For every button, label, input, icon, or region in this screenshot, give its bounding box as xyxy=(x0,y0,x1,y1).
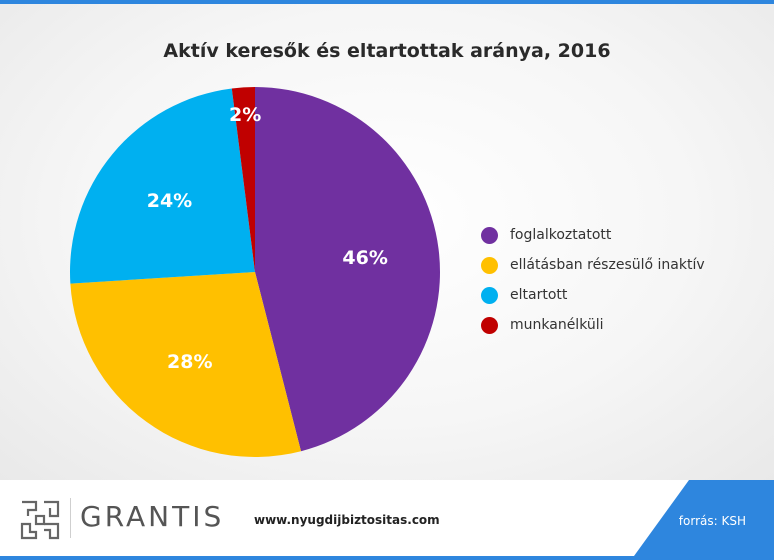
pie-label-0: 46% xyxy=(342,247,387,269)
brand-name: GRANTIS xyxy=(80,500,225,533)
chart-legend: foglalkoztatott ellátásban részesülő inak… xyxy=(481,220,705,340)
legend-item-2: eltartott xyxy=(481,280,705,310)
pie-chart: 46% 28% 24% 2% xyxy=(70,87,441,458)
legend-item-1: ellátásban részesülő inaktív xyxy=(481,250,705,280)
legend-label-0: foglalkoztatott xyxy=(510,227,612,243)
top-accent-bar xyxy=(0,0,774,4)
footer-accent-bar xyxy=(0,556,774,560)
legend-swatch-3 xyxy=(481,316,498,334)
source-panel xyxy=(634,480,774,556)
source-label: forrás: KSH xyxy=(678,514,746,528)
grantis-logo-icon xyxy=(20,500,60,540)
legend-swatch-1 xyxy=(481,256,498,274)
legend-label-3: munkanélküli xyxy=(510,317,604,333)
pie-slice-2 xyxy=(70,88,255,284)
pie-label-2: 24% xyxy=(147,190,192,212)
logo-divider xyxy=(70,498,71,538)
pie-label-3: 2% xyxy=(229,104,261,126)
pie-slice-3 xyxy=(231,87,255,272)
footer: GRANTIS www.nyugdijbiztositas.com forrás… xyxy=(0,480,774,560)
legend-item-3: munkanélküli xyxy=(481,310,705,340)
legend-item-0: foglalkoztatott xyxy=(481,220,705,250)
legend-swatch-0 xyxy=(481,226,498,244)
legend-label-2: eltartott xyxy=(510,287,568,303)
chart-area: Aktív keresők és eltartottak aránya, 201… xyxy=(0,4,774,480)
pie-slice-1 xyxy=(70,272,302,458)
pie-label-1: 28% xyxy=(167,351,212,373)
chart-title: Aktív keresők és eltartottak aránya, 201… xyxy=(163,40,611,62)
legend-label-1: ellátásban részesülő inaktív xyxy=(510,257,705,273)
pie-slice-0 xyxy=(255,87,441,452)
website-link[interactable]: www.nyugdijbiztositas.com xyxy=(254,513,440,527)
legend-swatch-2 xyxy=(481,286,498,304)
